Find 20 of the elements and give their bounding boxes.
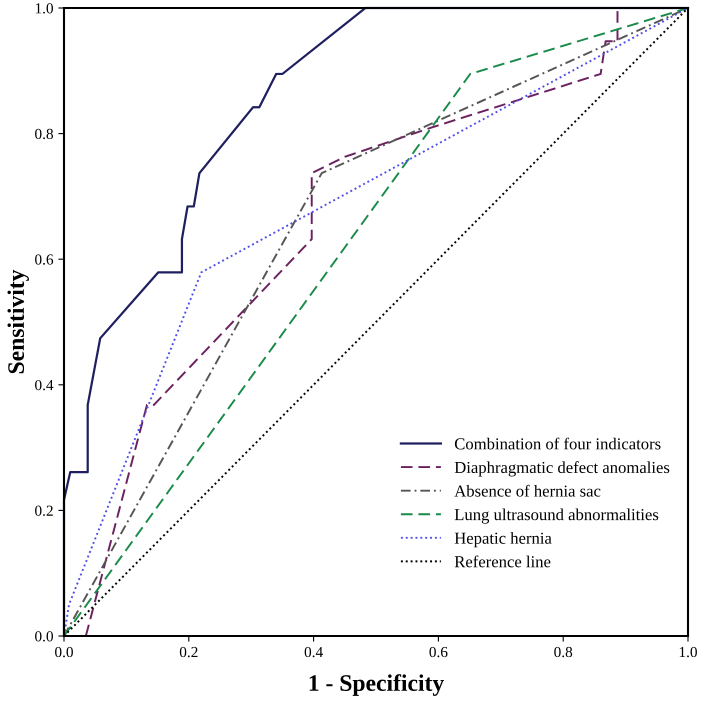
legend-label: Absence of hernia sac: [454, 484, 600, 497]
y-tick-label: 1.0: [36, 3, 53, 14]
legend-label: Diaphragmatic defect anomalies: [454, 461, 670, 477]
y-axis-title: Sensitivity: [7, 270, 29, 374]
x-tick-label: 0.8: [554, 646, 572, 658]
legend-label: Hepatic hernia: [454, 532, 552, 548]
legend-label: Combination of four indicators: [454, 438, 661, 450]
x-tick-label: 0.4: [304, 646, 323, 658]
y-tick-label: 0.8: [35, 128, 53, 140]
y-tick-label: 0.6: [35, 254, 54, 265]
y-tick-label: 0.0: [35, 631, 53, 642]
legend-label: Reference line: [454, 555, 550, 568]
x-axis-title: 1 - Specificity: [310, 674, 444, 696]
x-tick-label: 0.6: [429, 646, 448, 658]
legend-label: Lung ultrasound abnormalities: [454, 508, 658, 524]
y-tick-label: 0.4: [35, 380, 54, 390]
x-tick-label: 0.2: [180, 646, 198, 658]
x-tick-label: 0.0: [55, 646, 73, 658]
x-tick-label: 1.0: [680, 646, 697, 658]
y-tick-label: 0.2: [35, 506, 53, 516]
